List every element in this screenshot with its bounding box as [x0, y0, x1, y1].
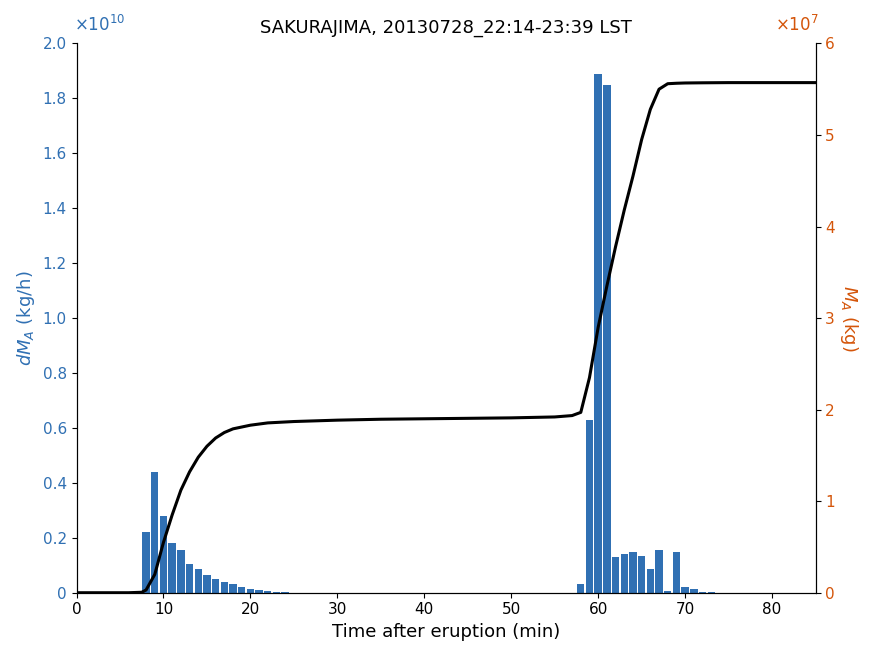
- Bar: [203, 575, 211, 593]
- Bar: [186, 564, 193, 593]
- Bar: [264, 591, 271, 593]
- Bar: [699, 592, 706, 593]
- Bar: [247, 588, 254, 593]
- Bar: [690, 588, 697, 593]
- Bar: [212, 579, 220, 593]
- Bar: [603, 85, 611, 593]
- Bar: [151, 472, 158, 593]
- Bar: [638, 556, 646, 593]
- Bar: [673, 552, 680, 593]
- Bar: [612, 557, 620, 593]
- Bar: [194, 569, 202, 593]
- Bar: [273, 592, 280, 593]
- Bar: [594, 73, 602, 593]
- Bar: [585, 420, 593, 593]
- Bar: [238, 587, 245, 593]
- Bar: [682, 587, 689, 593]
- Title: SAKURAJIMA, 20130728_22:14-23:39 LST: SAKURAJIMA, 20130728_22:14-23:39 LST: [260, 18, 632, 37]
- Bar: [578, 584, 584, 593]
- Bar: [160, 516, 167, 593]
- Bar: [655, 550, 662, 593]
- Bar: [255, 590, 262, 593]
- Text: $\times10^{10}$: $\times10^{10}$: [74, 15, 125, 35]
- Y-axis label: $dM_A\ \mathrm{(kg/h)}$: $dM_A\ \mathrm{(kg/h)}$: [15, 270, 37, 366]
- Bar: [220, 583, 228, 593]
- Y-axis label: $M_A\ \mathrm{(kg)}$: $M_A\ \mathrm{(kg)}$: [838, 285, 860, 352]
- Bar: [229, 584, 237, 593]
- Bar: [664, 591, 671, 593]
- Bar: [169, 543, 176, 593]
- X-axis label: Time after eruption (min): Time after eruption (min): [332, 623, 560, 641]
- Bar: [620, 554, 628, 593]
- Bar: [143, 532, 150, 593]
- Bar: [647, 569, 654, 593]
- Bar: [629, 552, 637, 593]
- Bar: [177, 550, 185, 593]
- Text: $\times10^{7}$: $\times10^{7}$: [774, 15, 818, 35]
